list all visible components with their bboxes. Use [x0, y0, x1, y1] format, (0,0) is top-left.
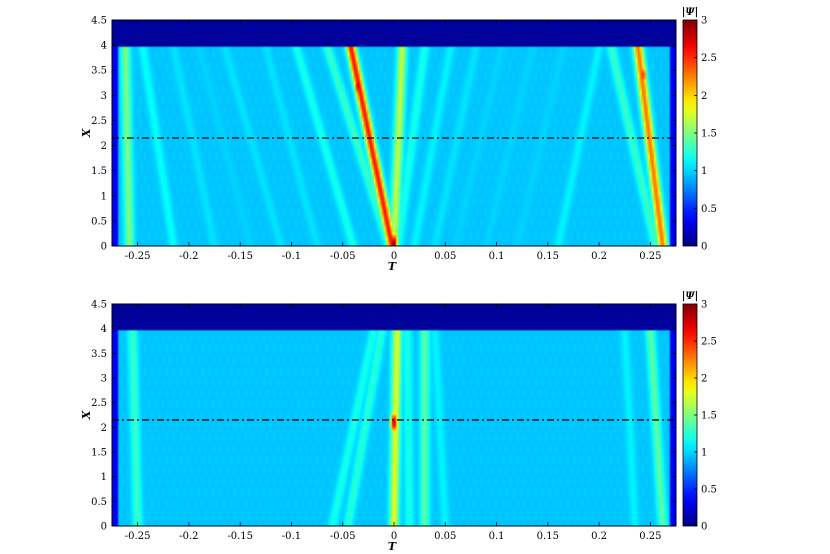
x-tick-label: -0.25: [125, 531, 151, 542]
y-tick-label: 2.5: [91, 398, 107, 409]
y-tick-label: 1.5: [91, 448, 107, 459]
y-tick-label: 0: [101, 242, 107, 253]
x-tick-label: -0.2: [179, 251, 198, 262]
x-axis-label: T: [388, 260, 397, 273]
colorbar-tick-label: 0: [701, 242, 707, 253]
x-tick-label: 0.05: [434, 251, 456, 262]
x-tick-label: 0.1: [489, 531, 505, 542]
colorbar-tick-label: 3: [701, 300, 707, 311]
y-tick-label: 1.5: [91, 166, 107, 177]
y-tick-label: 2.5: [91, 116, 107, 127]
colorbar-tick-label: 0: [701, 522, 707, 533]
heatmap-panel-bottom: -0.25 -0.2 -0.15 -0.1 -0.05 0 0.05 0.1 0.15 0.2 0.…: [80, 291, 717, 553]
colorbar-tick-label: 1.5: [701, 411, 717, 422]
colorbar-tick-label: 2: [701, 374, 707, 385]
colorbar-tick-label: 1.5: [701, 129, 717, 140]
colorbar-tick-label: 2.5: [701, 53, 717, 64]
x-tick-label: 0.2: [591, 251, 607, 262]
y-tick-label: 4: [101, 41, 107, 52]
y-tick-label: 4: [101, 324, 107, 335]
x-tick-label: 0.1: [489, 251, 505, 262]
y-tick-label: 3: [101, 91, 107, 102]
colorbar-title: |Ψ|: [682, 291, 698, 302]
y-tick-label: 1: [101, 191, 107, 202]
heatmap-field: [112, 20, 676, 246]
x-tick-label: 0.25: [639, 531, 661, 542]
x-tick-label: -0.15: [227, 251, 253, 262]
y-tick-label: 3: [101, 374, 107, 385]
colorbar-tick-label: 3: [701, 16, 707, 27]
y-tick-label: 0.5: [91, 216, 107, 227]
x-tick-label: -0.1: [282, 531, 301, 542]
heatmap-field: [112, 304, 676, 526]
y-tick-label: 3.5: [91, 349, 107, 360]
x-tick-label: 0: [391, 531, 397, 542]
colorbar-tick-label: 1: [701, 166, 707, 177]
colorbar-tick-label: 2.5: [701, 337, 717, 348]
x-tick-label: -0.05: [330, 251, 356, 262]
x-tick-label: 0.15: [537, 251, 559, 262]
colorbar-tick-label: 1: [701, 448, 707, 459]
colorbar-tick-label: 2: [701, 91, 707, 102]
y-tick-label: 0.5: [91, 497, 107, 508]
colorbar-title: |Ψ|: [682, 7, 698, 18]
x-tick-label: -0.05: [330, 531, 356, 542]
x-tick-label: -0.15: [227, 531, 253, 542]
y-tick-label: 2: [101, 141, 107, 152]
x-tick-label: 0.25: [639, 251, 661, 262]
y-tick-label: 0: [101, 522, 107, 533]
y-axis-label: X: [80, 128, 93, 138]
x-tick-label: 0.2: [591, 531, 607, 542]
x-tick-label: -0.1: [282, 251, 301, 262]
colorbar-tick-label: 0.5: [701, 204, 717, 215]
x-tick-label: -0.25: [125, 251, 151, 262]
heatmap-panel-top: -0.25 -0.2 -0.15 -0.1 -0.05 0 0.05 0.1 0.15 0.2 0.…: [80, 7, 717, 273]
x-tick-label: -0.2: [179, 531, 198, 542]
y-axis-label: X: [80, 410, 93, 420]
y-tick-label: 4.5: [91, 16, 107, 27]
colorbar-tick-label: 0.5: [701, 485, 717, 496]
x-tick-label: 0: [391, 251, 397, 262]
x-tick-label: 0.05: [434, 531, 456, 542]
y-tick-label: 2: [101, 423, 107, 434]
y-tick-label: 3.5: [91, 66, 107, 77]
x-tick-label: 0.15: [537, 531, 559, 542]
y-tick-label: 4.5: [91, 300, 107, 311]
x-axis-label: T: [388, 540, 397, 553]
y-tick-label: 1: [101, 472, 107, 483]
